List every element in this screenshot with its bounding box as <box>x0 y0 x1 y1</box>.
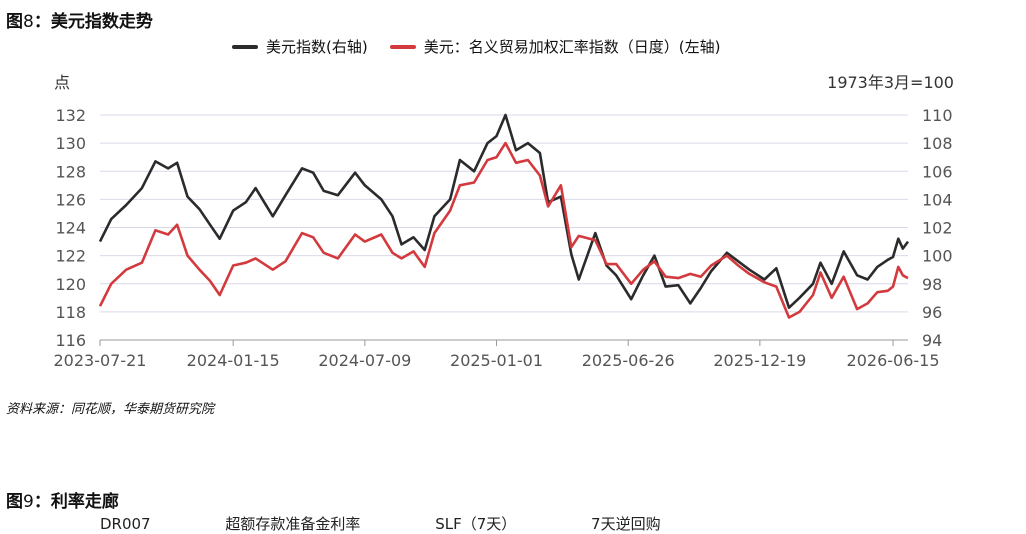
x-axis-tick-label: 2024-01-15 <box>187 351 280 370</box>
next-legend-dr007: DR007 <box>100 515 151 533</box>
left-axis-tick-label: 128 <box>55 162 86 181</box>
next-legend-reverse-repo: 7天逆回购 <box>591 515 661 533</box>
right-axis-tick-label: 108 <box>922 134 953 153</box>
series-line-trade-weighted <box>98 141 909 319</box>
legend-label-usd-index: 美元指数(右轴) <box>266 38 368 56</box>
chart-plot: 116 118 120 122 124 126 128 130 132 94 96 98 100 102 1… <box>54 73 954 370</box>
left-axis-tick-label: 132 <box>55 106 86 125</box>
chart-legend: 美元指数(右轴) 美元：名义贸易加权汇率指数（日度）(左轴) <box>232 36 720 57</box>
right-axis-tick-label: 110 <box>922 106 953 125</box>
right-axis-tick-label: 100 <box>922 247 953 266</box>
figure-title-next: 图9：利率走廊 <box>6 487 119 512</box>
right-axis-tick-label: 98 <box>922 275 942 294</box>
series-line-usd-index <box>98 113 910 309</box>
right-axis-tick-label: 96 <box>922 303 942 322</box>
right-axis-unit-label: 1973年3月=100 <box>827 73 954 92</box>
figure-prefix: 图 <box>6 12 23 32</box>
figure-number: 8 <box>23 12 34 32</box>
legend-label-trade-weighted: 美元：名义贸易加权汇率指数（日度）(左轴) <box>423 38 721 56</box>
x-axis-tick-label: 2025-12-19 <box>713 351 806 370</box>
legend-item-usd-index: 美元指数(右轴) <box>232 36 368 57</box>
figure-title-text-next: 利率走廊 <box>50 492 119 512</box>
figure-number-next: 9 <box>23 492 34 512</box>
legend-swatch-trade-weighted <box>389 44 416 49</box>
x-axis-tick-label: 2025-06-26 <box>582 351 675 370</box>
figure-title: 图8：美元指数走势 <box>6 7 153 32</box>
right-axis-tick-label: 102 <box>922 219 953 238</box>
right-axis-tick-label: 104 <box>922 190 953 209</box>
x-axis-tick-label: 2026-06-15 <box>847 351 940 370</box>
source-note: 资料来源：同花顺，华泰期货研究院 <box>6 402 215 417</box>
x-axis-tick-label: 2024-07-09 <box>318 351 411 370</box>
left-axis-tick-label: 116 <box>55 331 86 350</box>
next-legend-excess-reserve-rate: 超额存款准备金利率 <box>225 515 361 533</box>
left-axis-tick-label: 130 <box>55 134 86 153</box>
right-axis-tick-label: 94 <box>922 331 942 350</box>
left-axis-tick-label: 126 <box>55 190 86 209</box>
x-axis-tick-label: 2023-07-21 <box>54 351 147 370</box>
left-axis-tick-label: 124 <box>55 219 86 238</box>
next-legend-slf: SLF（7天） <box>435 515 517 533</box>
figure-sep: ： <box>33 12 51 32</box>
figure-prefix-next: 图 <box>6 492 23 512</box>
figure-title-text: 美元指数走势 <box>50 12 153 32</box>
left-axis-tick-label: 118 <box>55 303 86 322</box>
left-axis-unit-label: 点 <box>54 73 70 92</box>
next-figure-legend-partial: DR007 超额存款准备金利率 SLF（7天） 7天逆回购 <box>100 513 731 534</box>
left-axis-tick-label: 120 <box>55 275 86 294</box>
figure-sep-next: ： <box>33 492 51 512</box>
left-axis-tick-label: 122 <box>55 247 86 266</box>
legend-swatch-usd-index <box>232 44 258 49</box>
right-axis-tick-label: 106 <box>922 162 953 181</box>
x-axis-tick-label: 2025-01-01 <box>450 351 543 370</box>
legend-item-trade-weighted: 美元：名义贸易加权汇率指数（日度）(左轴) <box>389 36 721 57</box>
